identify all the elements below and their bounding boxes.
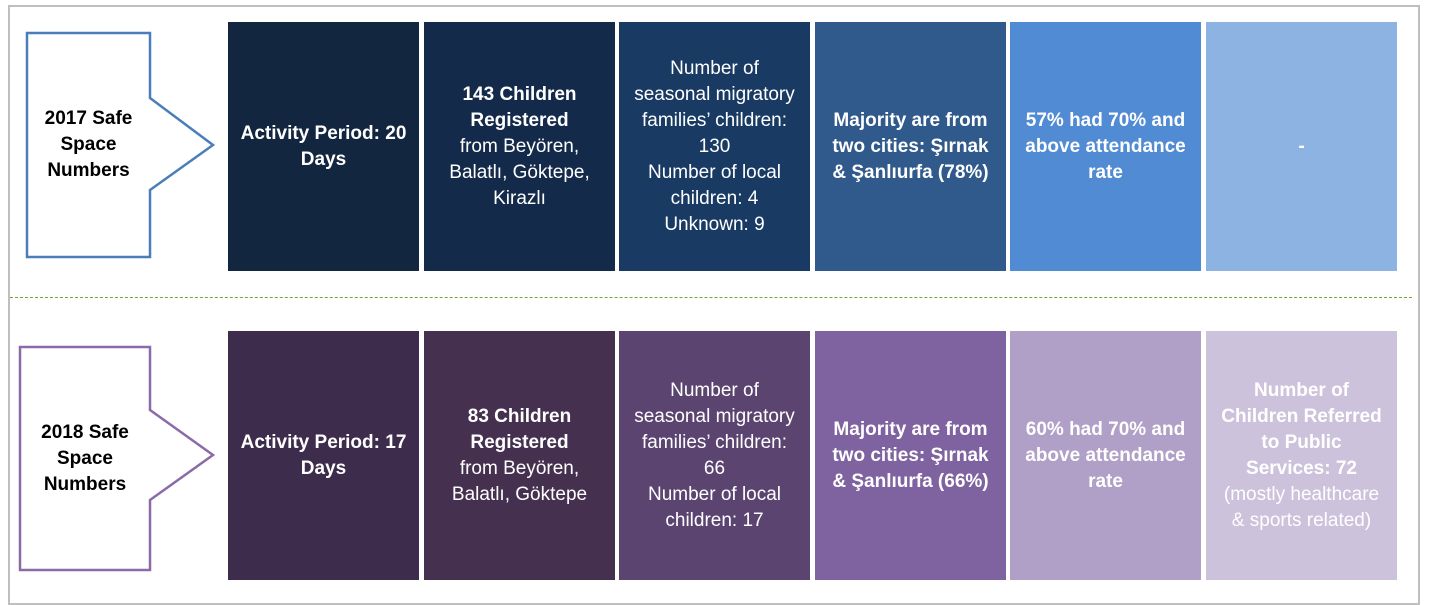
arrow (25, 31, 216, 259)
row-label: 2018 Safe Space Numbers (41, 421, 129, 495)
box-text: 143 Children Registered (462, 83, 577, 131)
row-label: 2017 Safe Space Numbers (44, 108, 133, 181)
box-text: Number of local children: 17 (647, 483, 782, 531)
box-text: Number of Children Referred to Public Se… (1221, 379, 1382, 479)
info-box: Number of seasonal migratory families’ c… (619, 22, 810, 271)
box-text: Activity Period: 17 Days (240, 431, 407, 479)
divider (10, 297, 1412, 298)
info-box: 57% had 70% and above attendance rate (1010, 22, 1201, 271)
box-text: 83 Children Registered (467, 405, 572, 453)
box-text: from Beyören, Balatlı, Göktepe (451, 457, 588, 505)
box-text: - (1298, 135, 1305, 157)
info-box: Majority are from two cities: Şırnak & Ş… (815, 22, 1006, 271)
box-text: Number of local children: 4 (647, 161, 782, 209)
info-box: - (1206, 22, 1397, 271)
box-text: from Beyören, Balatlı, Göktepe, Kirazlı (449, 135, 590, 209)
box-text: Majority are from two cities: Şırnak & Ş… (832, 109, 989, 183)
box-text: Number of seasonal migratory families’ c… (634, 57, 795, 157)
info-box: Activity Period: 20 Days (228, 22, 419, 271)
box-text: Activity Period: 20 Days (240, 122, 407, 170)
box-text: (mostly healthcare & sports related) (1223, 483, 1380, 531)
arrow (18, 345, 216, 572)
info-box: Majority are from two cities: Şırnak & Ş… (815, 331, 1006, 580)
info-box: Number of Children Referred to Public Se… (1206, 331, 1397, 580)
info-box: 83 Children Registered from Beyören, Bala… (424, 331, 615, 580)
info-box: 143 Children Registered from Beyören, Bal… (424, 22, 615, 271)
box-text: Majority are from two cities: Şırnak & Ş… (832, 418, 989, 492)
box-text: Unknown: 9 (664, 213, 765, 235)
info-box: Activity Period: 17 Days (228, 331, 419, 580)
arrows (18, 31, 216, 572)
box-text: 60% had 70% and above attendance rate (1025, 418, 1186, 492)
box-text: 57% had 70% and above attendance rate (1025, 109, 1186, 183)
info-box: 60% had 70% and above attendance rate (1010, 331, 1201, 580)
box-text: Number of seasonal migratory families’ c… (634, 379, 795, 479)
info-box: Number of seasonal migratory families’ c… (619, 331, 810, 580)
